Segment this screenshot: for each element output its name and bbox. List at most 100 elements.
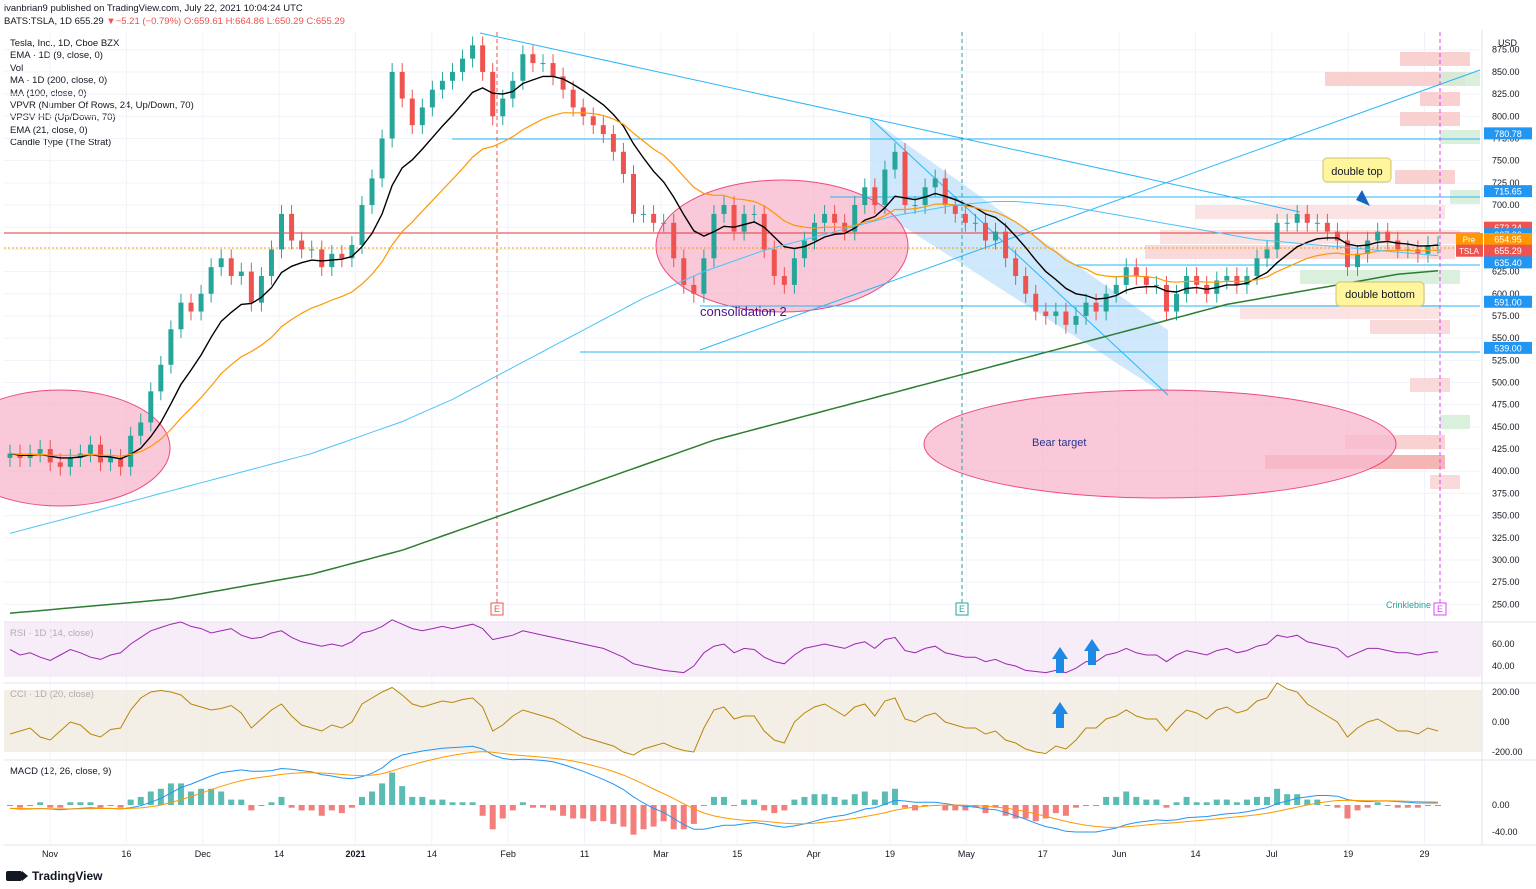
- legend-item[interactable]: Tesla, Inc., 1D, Cboe BZX: [10, 38, 120, 49]
- candle-body: [108, 457, 114, 463]
- volume-profile-bar: [1370, 320, 1450, 334]
- candle-body: [892, 151, 898, 170]
- macd-line: [9, 745, 1438, 833]
- macd-histogram-bar: [861, 791, 868, 805]
- macd-histogram-bar: [781, 805, 788, 811]
- candle-body: [279, 213, 285, 250]
- macd-histogram-bar: [379, 783, 386, 805]
- candle-body: [812, 222, 818, 241]
- macd-histogram-bar: [489, 805, 496, 830]
- legend-item[interactable]: MA · 1D (200, close, 0): [10, 75, 108, 87]
- candle-body: [902, 151, 908, 206]
- legend-item[interactable]: Vol: [10, 62, 24, 74]
- price-tag: [1484, 295, 1532, 308]
- macd-histogram-bar: [640, 805, 647, 830]
- legend-item[interactable]: VPSV HD (Up/Down, 70): [10, 112, 116, 124]
- candle-body: [47, 449, 53, 463]
- candle-body: [289, 213, 295, 241]
- symbol-prefix: BATS:TSLA, 1D: [4, 16, 72, 27]
- macd-histogram-bar: [208, 788, 215, 805]
- candle-body: [1204, 284, 1210, 294]
- macd-histogram-bar: [851, 794, 858, 805]
- candle-body: [1425, 244, 1431, 254]
- price-tag: [1484, 221, 1532, 234]
- cci-tick-label: 200.00: [1492, 687, 1520, 697]
- macd-histogram-bar: [137, 796, 144, 805]
- legend-item[interactable]: Candle Type (The Strat): [10, 137, 112, 149]
- y-tick-label: 325.00: [1492, 533, 1520, 543]
- macd-histogram-bar: [1384, 805, 1391, 806]
- watermark-text: Crinklebine: [1386, 600, 1431, 610]
- change-value: ▼−5.21 (−0.79%): [106, 16, 182, 27]
- macd-histogram-bar: [1264, 796, 1271, 805]
- macd-tick-label: -40.00: [1492, 827, 1518, 837]
- rsi-line: [9, 619, 1439, 674]
- macd-histogram-bar: [429, 799, 436, 805]
- macd-histogram-bar: [1143, 799, 1150, 805]
- earnings-marker-label: E: [959, 604, 965, 614]
- macd-histogram-bar: [57, 805, 64, 808]
- candle-body: [1224, 276, 1230, 281]
- legend-item[interactable]: VPVR (Number Of Rows, 24, Up/Down, 70): [10, 100, 194, 112]
- macd-histogram-bar: [1052, 805, 1059, 814]
- candle-body: [1153, 284, 1159, 286]
- x-tick-label: Jul: [1266, 849, 1278, 859]
- x-tick-label: Dec: [195, 849, 212, 859]
- candle-body: [178, 302, 184, 330]
- legend-item[interactable]: EMA · 1D (9, close, 0): [10, 50, 103, 62]
- macd-histogram-bar: [519, 802, 526, 805]
- candle-body: [1435, 244, 1441, 246]
- y-tick-label: 700.00: [1492, 200, 1520, 210]
- candle-body: [781, 276, 787, 285]
- candle-body: [1043, 311, 1049, 316]
- macd-histogram-bar: [620, 805, 627, 827]
- macd-histogram-bar: [1354, 805, 1361, 811]
- candle-body: [1023, 276, 1029, 294]
- macd-pane-label[interactable]: MACD (12, 26, close, 9): [10, 766, 112, 777]
- macd-histogram-bar: [7, 805, 13, 806]
- candle-body: [379, 138, 385, 179]
- macd-histogram-bar: [1424, 805, 1431, 806]
- candle-body: [17, 453, 23, 458]
- candle-body: [681, 258, 687, 285]
- x-tick-label: 17: [1038, 849, 1048, 859]
- macd-histogram-bar: [1243, 799, 1250, 805]
- consolidation-ellipse: [655, 179, 909, 313]
- macd-histogram-bar: [1223, 799, 1230, 805]
- volume-profile-bar: [1300, 270, 1460, 284]
- macd-histogram-bar: [1103, 796, 1110, 805]
- legend-item[interactable]: EMA (21, close, 0): [10, 124, 88, 136]
- macd-histogram-bar: [117, 805, 124, 808]
- price-tag: [1484, 244, 1532, 257]
- macd-histogram-bar: [1072, 805, 1079, 808]
- candle-body: [168, 329, 174, 365]
- macd-histogram-bar: [1233, 802, 1240, 805]
- volume-profile-bar: [1395, 170, 1455, 184]
- legend-item[interactable]: MA (100, close, 0): [10, 87, 87, 99]
- candle-body: [359, 205, 365, 245]
- cci-pane-label[interactable]: CCI · 1D (20, close): [10, 689, 94, 700]
- y-tick-label: 375.00: [1492, 488, 1520, 498]
- candle-body: [299, 240, 305, 250]
- candle-body: [993, 231, 999, 241]
- x-tick-label: 29: [1420, 849, 1430, 859]
- rsi-pane-label[interactable]: RSI · 1D (14, close): [10, 628, 94, 639]
- macd-histogram-bar: [77, 802, 84, 805]
- candle-body: [852, 205, 858, 232]
- macd-histogram-bar: [1203, 802, 1210, 805]
- candle-body: [57, 462, 63, 467]
- last-price: 655.29: [74, 16, 104, 27]
- candle-body: [500, 98, 506, 117]
- macd-histogram-bar: [409, 796, 416, 805]
- y-tick-label: 725.00: [1492, 178, 1520, 188]
- y-tick-label: 300.00: [1492, 555, 1520, 565]
- macd-histogram-bar: [811, 794, 818, 805]
- y-tick-label: 600.00: [1492, 289, 1520, 299]
- macd-histogram-bar: [298, 805, 305, 811]
- y-tick-label: 450.00: [1492, 422, 1520, 432]
- x-tick-label: May: [958, 849, 976, 859]
- macd-histogram-bar: [228, 799, 235, 805]
- candle-body: [188, 302, 194, 312]
- macd-histogram-bar: [992, 805, 999, 808]
